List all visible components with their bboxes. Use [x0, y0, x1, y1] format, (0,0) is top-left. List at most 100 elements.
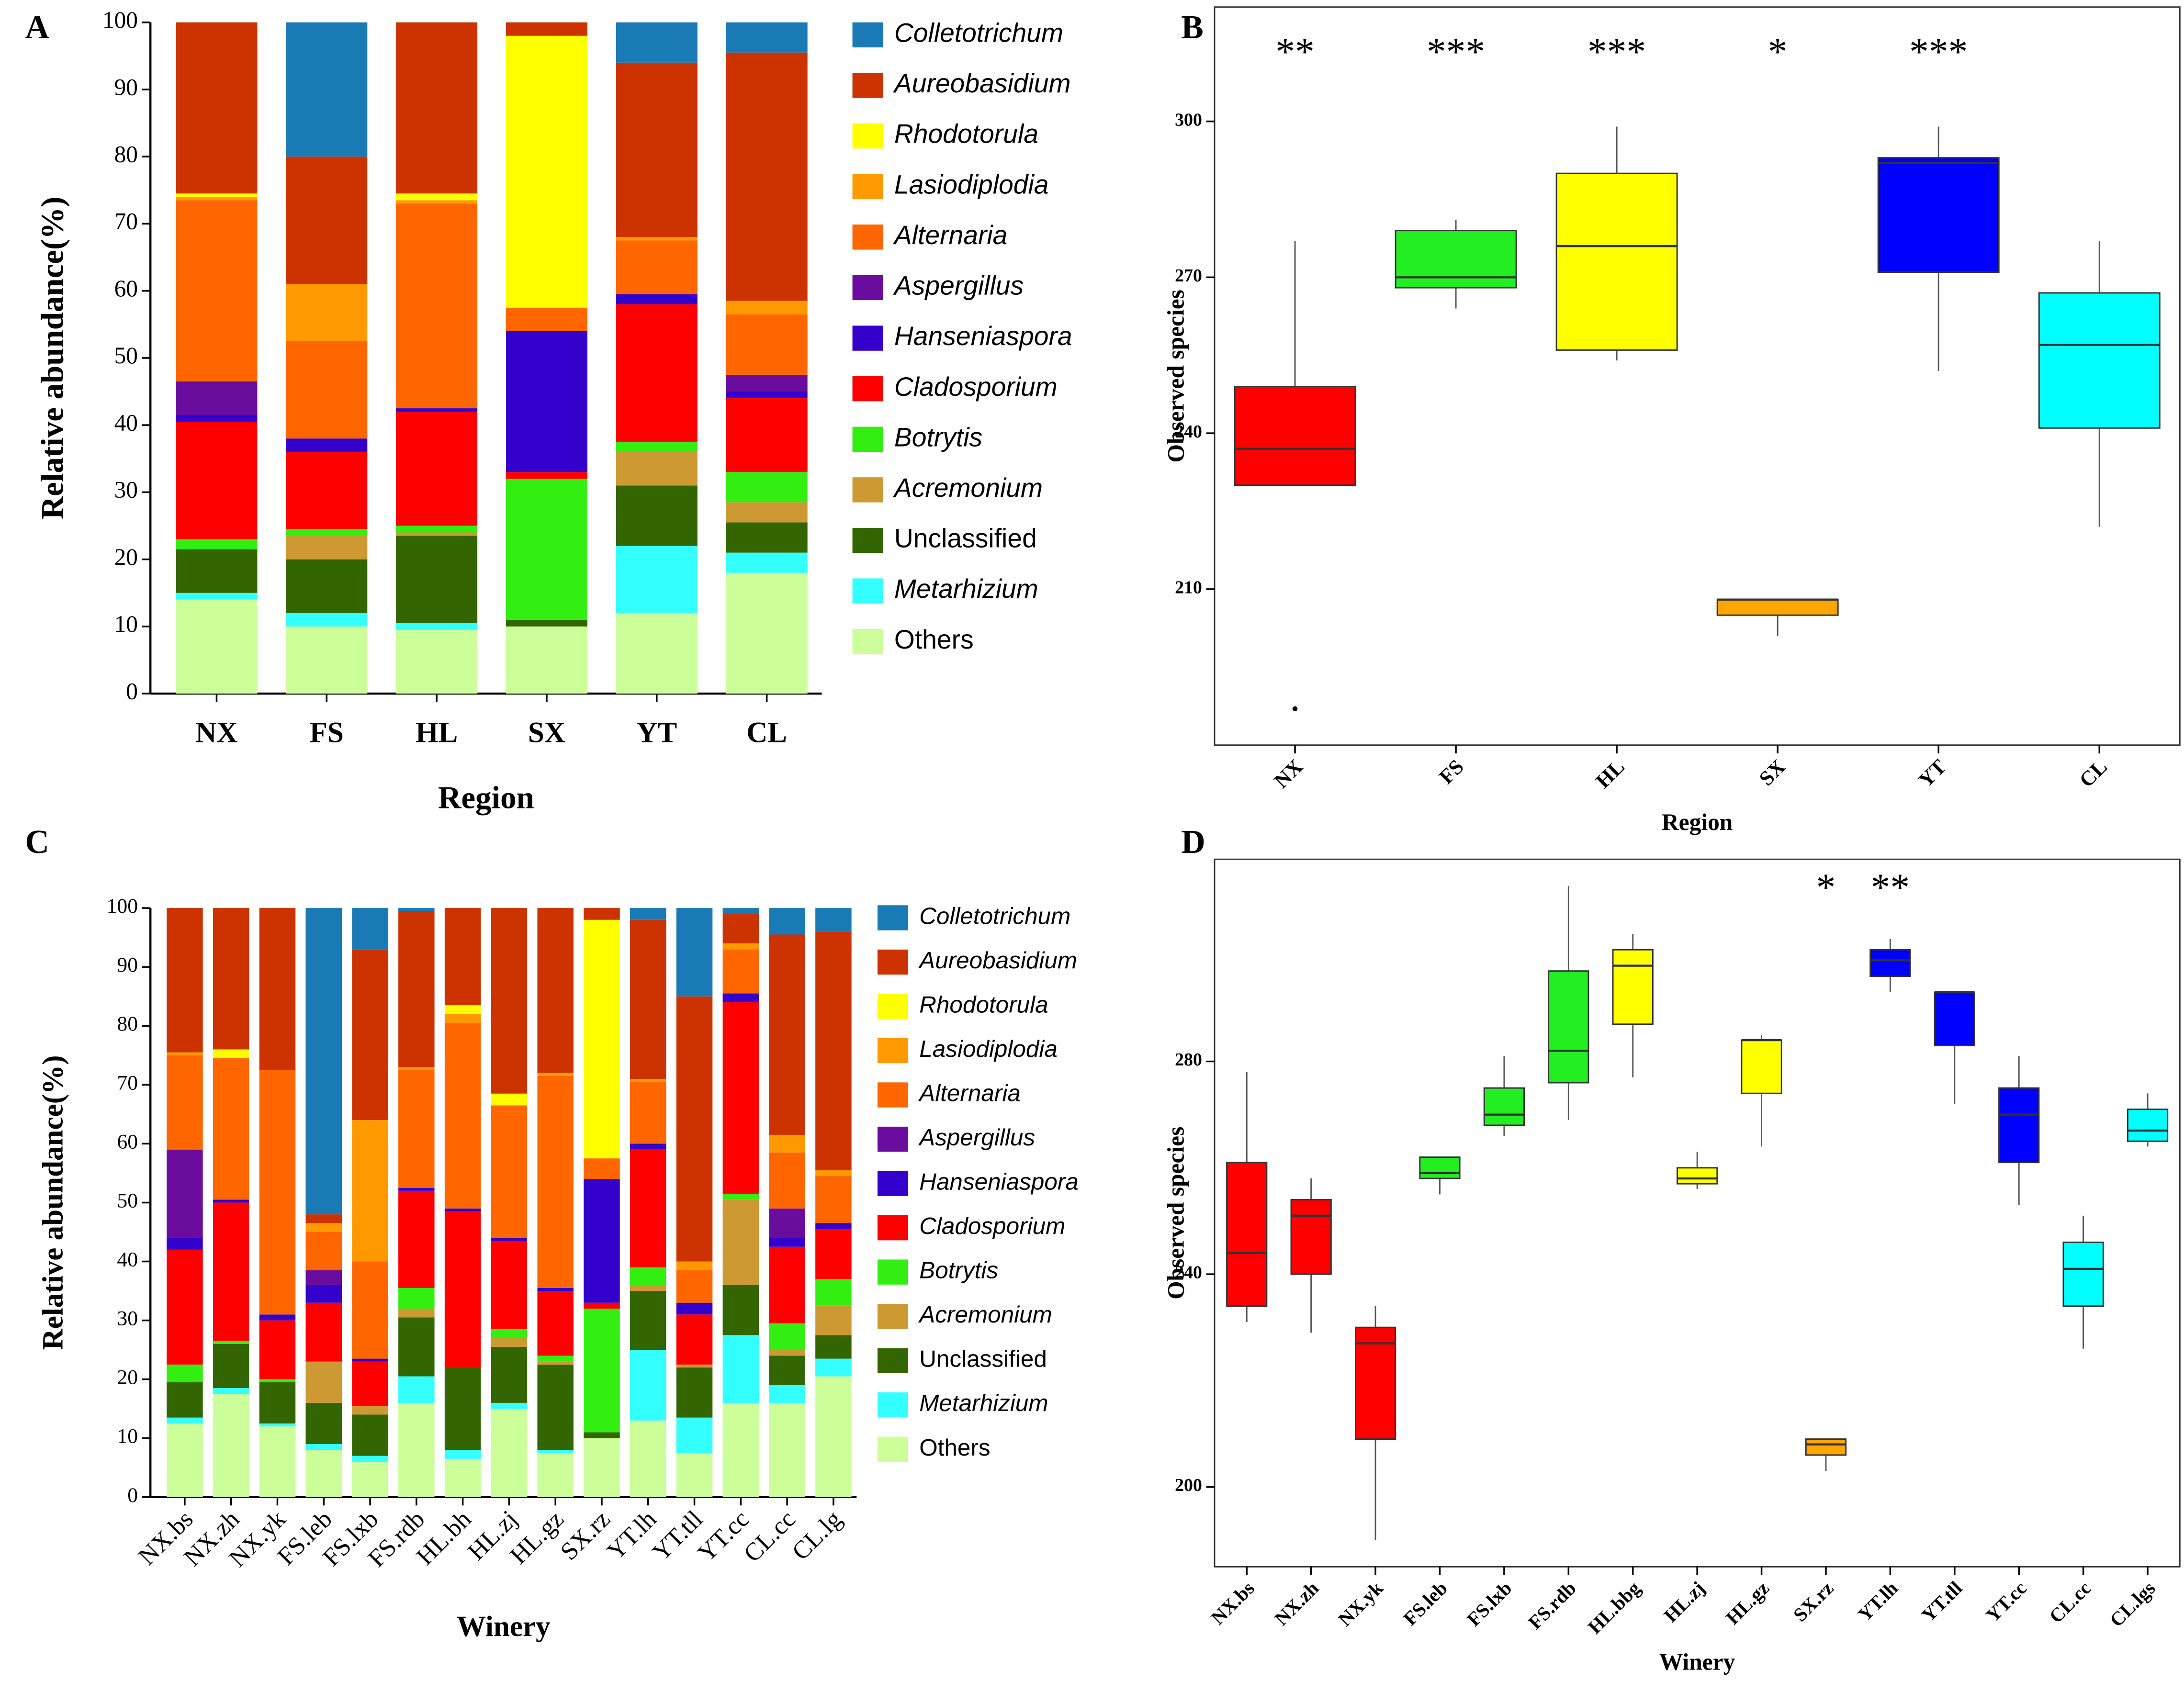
bar-segment — [444, 1005, 481, 1014]
bar-segment — [444, 1458, 481, 1497]
bar-segment — [722, 943, 759, 950]
bar-segment — [444, 1014, 481, 1023]
bar-segment — [616, 240, 698, 294]
y-tick-label: 60 — [114, 275, 138, 302]
bar-segment — [726, 22, 808, 53]
box — [2062, 1241, 2104, 1307]
bar-segment — [506, 479, 587, 620]
significance: ** — [1275, 30, 1314, 73]
bar-segment — [815, 1170, 852, 1177]
bar-segment — [176, 549, 258, 593]
bar-segment — [616, 294, 698, 304]
bar-segment — [769, 1134, 805, 1153]
bar-segment — [584, 1302, 620, 1309]
bar-segment — [259, 1314, 296, 1321]
legend-swatch — [877, 1436, 908, 1462]
bar-segment — [726, 391, 808, 399]
box — [1226, 1162, 1268, 1307]
bar-segment — [396, 200, 478, 204]
y-tick-label: 20 — [114, 544, 138, 570]
x-tick-label: YT.cc — [1981, 1577, 2030, 1626]
bar-segment — [722, 914, 759, 943]
bar-segment — [506, 35, 587, 308]
bar-segment — [815, 1176, 852, 1223]
bar-segment — [352, 1358, 388, 1362]
bar-segment — [398, 1376, 435, 1403]
bar-segment — [259, 908, 296, 1070]
bar-segment — [815, 1223, 852, 1229]
x-tick-label: CL — [746, 717, 787, 749]
bar-segment — [815, 908, 852, 932]
bar-segment — [616, 485, 698, 546]
x-tick-label: FS.lxb — [1463, 1577, 1516, 1630]
bar-segment — [305, 1444, 342, 1450]
bar-segment — [444, 1450, 481, 1459]
bar-segment — [630, 1082, 666, 1144]
y-tick-label: 240 — [1175, 1263, 1202, 1283]
x-axis-title: Region — [438, 780, 534, 815]
bar-segment — [676, 1453, 713, 1497]
bar-segment — [352, 1120, 388, 1262]
box — [1548, 970, 1589, 1084]
bar-segment — [305, 1232, 342, 1270]
bar-segment — [305, 1450, 342, 1497]
bar-segment — [722, 1285, 759, 1335]
bar-segment — [630, 1143, 666, 1150]
bar-segment — [726, 314, 808, 375]
bar-segment — [616, 442, 698, 452]
legend-label: Metarhizium — [919, 1390, 1048, 1416]
bar-segment — [491, 1329, 528, 1338]
x-tick-label: FS — [310, 717, 344, 749]
plot-frame — [1214, 6, 2181, 746]
bar-segment — [537, 1073, 574, 1076]
y-tick-label: 200 — [1175, 1475, 1202, 1495]
x-tick-label: FS — [1435, 755, 1468, 789]
bar-segment — [396, 629, 478, 694]
bar-segment — [398, 1402, 435, 1497]
y-tick-label: 30 — [114, 477, 138, 503]
bar-segment — [630, 1291, 666, 1350]
x-axis-title: Region — [1662, 809, 1733, 835]
bar-segment — [213, 1341, 249, 1344]
bar-segment — [259, 1379, 296, 1382]
bar-segment — [630, 1350, 666, 1421]
bar-segment — [491, 1346, 528, 1403]
box — [1354, 1326, 1396, 1440]
legend-label: Colletotrichum — [919, 903, 1070, 930]
legend-swatch — [877, 1392, 908, 1418]
x-tick-label: CL.cc — [738, 1505, 800, 1568]
bar-segment — [726, 572, 808, 694]
bar-segment — [584, 1308, 620, 1433]
legend-label: Hanseniaspora — [919, 1169, 1079, 1195]
bar-segment — [506, 331, 587, 472]
bar-segment — [396, 22, 478, 194]
bar-segment — [259, 1423, 296, 1427]
y-tick-label: 50 — [114, 342, 138, 369]
y-tick-label: 30 — [117, 1307, 138, 1330]
bar-segment — [259, 1070, 296, 1315]
bar-segment — [286, 438, 368, 452]
bar-segment — [305, 1361, 342, 1403]
bar-segment — [213, 1202, 249, 1341]
y-tick-label: 40 — [114, 409, 138, 436]
legend-label: Aureobasidium — [893, 68, 1071, 98]
bar-segment — [815, 1305, 852, 1335]
bar-segment — [676, 1367, 713, 1418]
bar-segment — [176, 422, 258, 539]
x-tick-label: SX.rz — [555, 1505, 615, 1566]
bar-segment — [491, 1402, 528, 1409]
y-axis-title: Relative abundance(%) — [35, 197, 70, 520]
legend-swatch — [852, 123, 883, 149]
x-tick-label: FS.leb — [1399, 1577, 1452, 1629]
legend-swatch — [877, 1082, 908, 1108]
y-tick-label: 50 — [117, 1189, 138, 1212]
bar-segment — [167, 1364, 203, 1382]
panel-label: C — [25, 824, 49, 861]
y-tick-label: 40 — [117, 1248, 138, 1271]
bar-segment — [176, 193, 258, 197]
legend-swatch — [877, 1038, 908, 1064]
bar-segment — [537, 1453, 574, 1497]
bar-segment — [676, 908, 713, 997]
x-tick-label: NX.zh — [1271, 1577, 1323, 1630]
